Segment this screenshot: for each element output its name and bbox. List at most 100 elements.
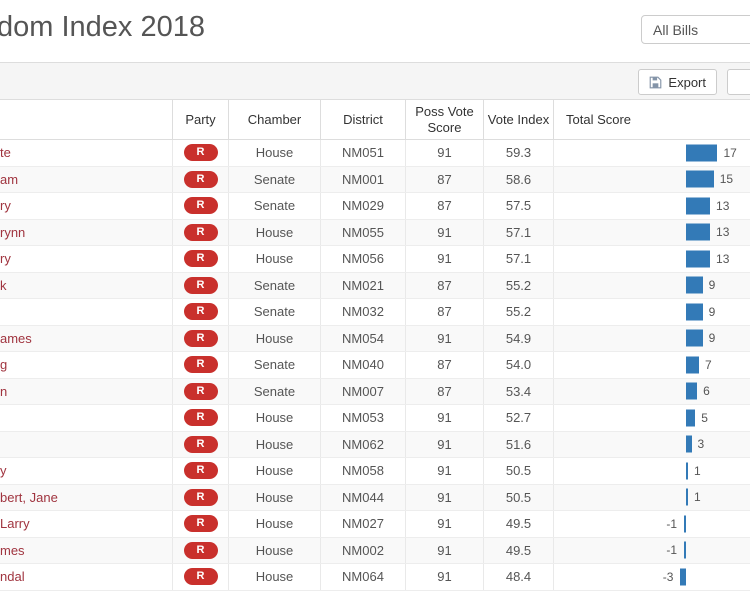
column-header-poss-vote-score[interactable]: Poss Vote Score — [405, 100, 483, 140]
poss-vote-score-cell: 87 — [405, 352, 483, 378]
total-score-cell: 13 — [553, 193, 750, 219]
total-score-bar — [686, 488, 688, 506]
party-badge: R — [183, 250, 218, 268]
vote-index-cell: 57.1 — [483, 219, 553, 245]
page-title: dom Index 2018 — [0, 11, 205, 43]
legislator-name-link[interactable]: te — [0, 145, 11, 161]
district-cell: NM029 — [320, 193, 405, 219]
name-cell: ndal — [0, 564, 172, 590]
poss-vote-score-cell: 91 — [405, 431, 483, 457]
column-header-chamber[interactable]: Chamber — [228, 100, 320, 140]
total-score-cell: -1 — [553, 511, 750, 537]
vote-index-cell: 55.2 — [483, 299, 553, 325]
table-body: te R House NM051 91 59.3 17 am R Senate … — [0, 140, 750, 591]
legislator-name-link[interactable]: Larry — [0, 516, 30, 532]
legislator-name-link[interactable]: bert, Jane — [0, 489, 58, 505]
party-badge: R — [183, 435, 218, 453]
party-cell: R — [172, 431, 228, 457]
total-score-cell: 7 — [553, 352, 750, 378]
name-cell: n — [0, 379, 172, 405]
legislator-name-link[interactable]: y — [0, 463, 7, 479]
poss-vote-score-cell: 91 — [405, 458, 483, 484]
party-badge: R — [183, 170, 218, 188]
legislator-name-link[interactable]: am — [0, 171, 19, 187]
chamber-cell: Senate — [228, 352, 320, 378]
total-score-bar — [686, 144, 718, 162]
column-header-party[interactable]: Party — [172, 100, 228, 140]
total-score-value: 17 — [723, 145, 737, 160]
party-badge: R — [183, 356, 218, 374]
legislator-name-link[interactable]: ry — [0, 251, 11, 267]
poss-vote-score-cell: 91 — [405, 564, 483, 590]
table-row: k R Senate NM021 87 55.2 9 — [0, 272, 750, 299]
vote-index-cell: 59.3 — [483, 140, 553, 166]
legislator-name-link[interactable]: k — [0, 277, 7, 293]
party-cell: R — [172, 219, 228, 245]
column-header-name[interactable] — [0, 100, 172, 140]
legislator-name-link[interactable]: ames — [0, 330, 32, 346]
poss-vote-score-cell: 87 — [405, 166, 483, 192]
total-score-value: 6 — [703, 384, 710, 399]
table-row: g R Senate NM040 87 54.0 7 — [0, 352, 750, 379]
legislator-name-link[interactable]: ndal — [0, 569, 25, 585]
chamber-cell: Senate — [228, 166, 320, 192]
legislator-name-link[interactable]: rynn — [0, 224, 26, 240]
party-badge: R — [183, 276, 218, 294]
name-cell: k — [0, 273, 172, 299]
total-score-bar — [686, 276, 703, 294]
total-score-bar — [686, 303, 703, 321]
table-row: Larry R House NM027 91 49.5 -1 — [0, 511, 750, 538]
save-floppy-icon — [649, 76, 662, 89]
party-badge: R — [183, 409, 218, 427]
total-score-value: 9 — [708, 331, 716, 346]
legislator-name-link[interactable]: ry — [0, 198, 11, 214]
total-score-bar — [686, 329, 703, 347]
vote-index-cell: 54.0 — [483, 352, 553, 378]
export-button-label: Export — [668, 74, 706, 90]
chamber-cell: House — [228, 431, 320, 457]
total-score-value: -1 — [666, 543, 677, 558]
chamber-cell: Senate — [228, 193, 320, 219]
legislator-name-link[interactable]: n — [0, 383, 8, 399]
table-row: ry R Senate NM029 87 57.5 13 — [0, 193, 750, 220]
legislator-name-link[interactable]: g — [0, 357, 8, 373]
bills-filter-select[interactable]: All Bills — [641, 15, 750, 44]
total-score-bar — [686, 223, 711, 241]
party-cell: R — [172, 537, 228, 563]
name-cell — [0, 299, 172, 325]
vote-index-cell: 50.5 — [483, 484, 553, 510]
column-header-total-score[interactable]: Total Score — [553, 100, 750, 140]
party-cell: R — [172, 564, 228, 590]
chamber-cell: House — [228, 405, 320, 431]
chamber-cell: House — [228, 219, 320, 245]
total-score-cell: 5 — [553, 405, 750, 431]
district-cell: NM055 — [320, 219, 405, 245]
chamber-cell: House — [228, 325, 320, 351]
total-score-value: 7 — [704, 357, 712, 372]
column-header-vote-index[interactable]: Vote Index — [483, 100, 553, 140]
party-cell: R — [172, 246, 228, 272]
chamber-cell: Senate — [228, 378, 320, 404]
chamber-cell: House — [228, 458, 320, 484]
legislator-name-link[interactable]: mes — [0, 542, 25, 558]
vote-index-cell: 51.6 — [483, 431, 553, 457]
district-cell: NM053 — [320, 405, 405, 431]
total-score-cell: 1 — [553, 484, 750, 510]
toolbar-cutoff-button[interactable] — [727, 69, 750, 95]
export-button[interactable]: Export — [638, 69, 717, 95]
chamber-cell: House — [228, 140, 320, 166]
party-cell: R — [172, 405, 228, 431]
total-score-value: 13 — [716, 251, 730, 266]
name-cell: am — [0, 167, 172, 193]
name-cell — [0, 405, 172, 431]
total-score-bar — [686, 435, 692, 453]
column-header-district[interactable]: District — [320, 100, 405, 140]
vote-index-cell: 49.5 — [483, 511, 553, 537]
vote-index-cell: 57.5 — [483, 193, 553, 219]
total-score-cell: 3 — [553, 431, 750, 457]
chamber-cell: House — [228, 537, 320, 563]
legislators-grid: Party Chamber District Poss Vote Score V… — [0, 100, 750, 591]
total-score-bar — [686, 409, 696, 427]
name-cell: ry — [0, 193, 172, 219]
